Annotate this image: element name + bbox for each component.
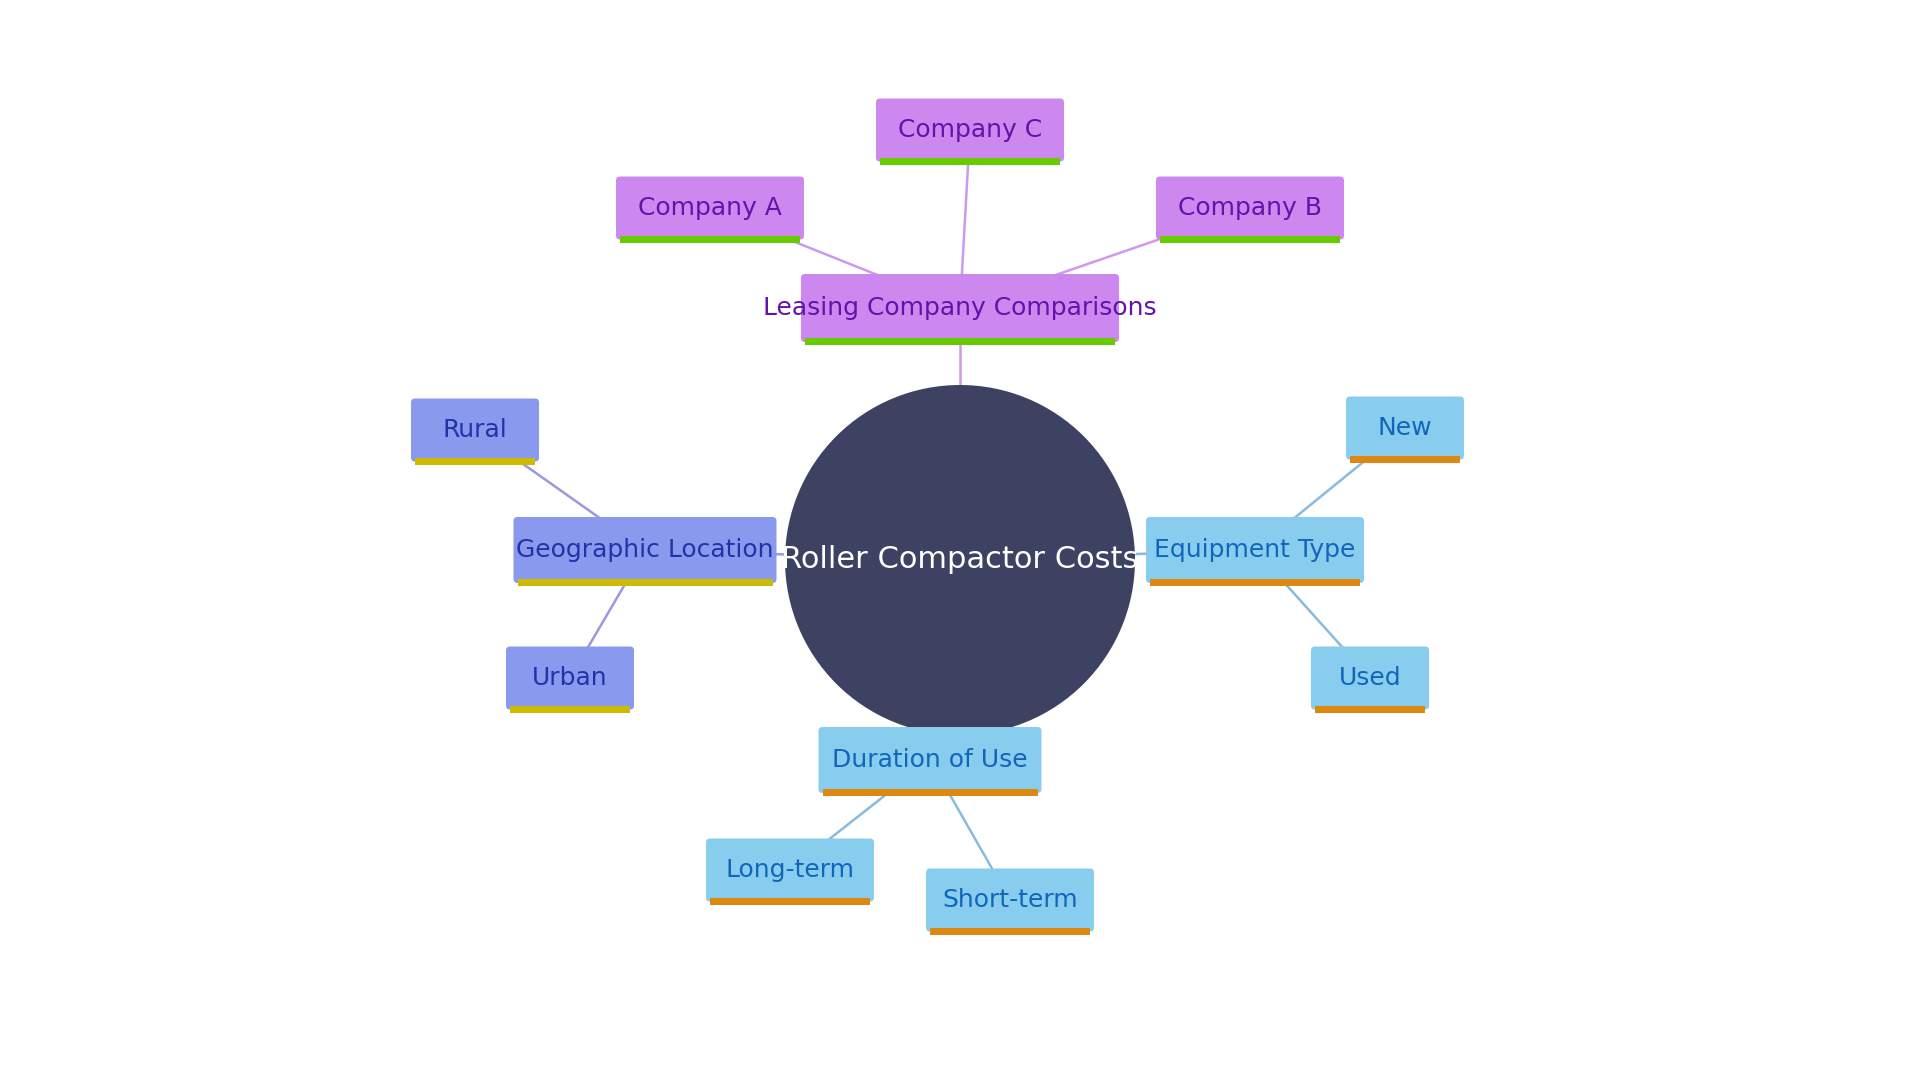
FancyBboxPatch shape bbox=[507, 647, 634, 710]
Text: Duration of Use: Duration of Use bbox=[831, 748, 1027, 772]
Bar bbox=[1350, 456, 1459, 462]
Text: Short-term: Short-term bbox=[943, 888, 1077, 912]
FancyBboxPatch shape bbox=[1156, 176, 1344, 240]
Bar bbox=[929, 928, 1091, 934]
FancyBboxPatch shape bbox=[925, 868, 1094, 931]
Text: Company B: Company B bbox=[1179, 195, 1323, 220]
Bar bbox=[1150, 579, 1359, 586]
Text: Roller Compactor Costs: Roller Compactor Costs bbox=[781, 545, 1139, 575]
Text: Company A: Company A bbox=[637, 195, 781, 220]
Bar bbox=[415, 458, 536, 464]
Bar bbox=[518, 579, 772, 586]
Text: Long-term: Long-term bbox=[726, 858, 854, 882]
Text: Leasing Company Comparisons: Leasing Company Comparisons bbox=[762, 296, 1158, 320]
Circle shape bbox=[785, 384, 1135, 735]
Text: Used: Used bbox=[1338, 666, 1402, 690]
FancyBboxPatch shape bbox=[616, 176, 804, 240]
Bar bbox=[1160, 235, 1340, 243]
FancyBboxPatch shape bbox=[801, 274, 1119, 342]
FancyBboxPatch shape bbox=[1346, 396, 1465, 459]
Bar bbox=[511, 705, 630, 713]
Bar bbox=[1315, 705, 1425, 713]
Bar bbox=[822, 789, 1037, 796]
Bar bbox=[804, 338, 1116, 345]
Text: New: New bbox=[1379, 416, 1432, 440]
FancyBboxPatch shape bbox=[707, 838, 874, 902]
FancyBboxPatch shape bbox=[1146, 517, 1363, 583]
Text: Urban: Urban bbox=[532, 666, 609, 690]
Text: Company C: Company C bbox=[899, 118, 1043, 141]
FancyBboxPatch shape bbox=[411, 399, 540, 461]
Bar bbox=[879, 158, 1060, 164]
FancyBboxPatch shape bbox=[876, 98, 1064, 162]
Text: Rural: Rural bbox=[444, 418, 507, 442]
FancyBboxPatch shape bbox=[513, 517, 776, 583]
Bar bbox=[620, 235, 801, 243]
Text: Equipment Type: Equipment Type bbox=[1154, 538, 1356, 562]
Bar bbox=[710, 897, 870, 905]
FancyBboxPatch shape bbox=[818, 727, 1041, 793]
Text: Geographic Location: Geographic Location bbox=[516, 538, 774, 562]
FancyBboxPatch shape bbox=[1311, 647, 1428, 710]
